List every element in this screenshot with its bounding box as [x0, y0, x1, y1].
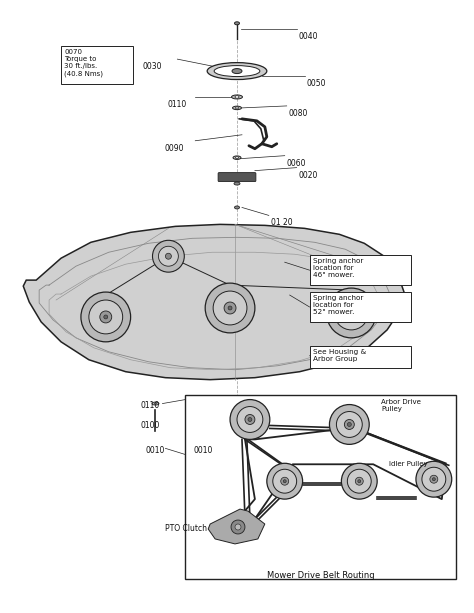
Circle shape: [327, 288, 376, 338]
Text: PTO Clutch: PTO Clutch: [165, 524, 208, 533]
Ellipse shape: [233, 156, 241, 159]
Circle shape: [358, 480, 361, 482]
Circle shape: [153, 240, 184, 272]
Ellipse shape: [152, 402, 159, 405]
Bar: [310, 292, 411, 322]
Circle shape: [422, 467, 446, 491]
Ellipse shape: [207, 63, 267, 80]
Circle shape: [228, 306, 232, 310]
Circle shape: [165, 253, 172, 259]
Text: 0010: 0010: [193, 446, 213, 455]
Text: 0020: 0020: [299, 170, 318, 180]
Circle shape: [248, 417, 252, 422]
Text: 0060: 0060: [287, 159, 306, 168]
Circle shape: [224, 302, 236, 314]
Text: 0070
Torque to
30 ft./lbs.
(40.8 Nms): 0070 Torque to 30 ft./lbs. (40.8 Nms): [64, 49, 103, 77]
Circle shape: [349, 311, 353, 315]
Polygon shape: [208, 509, 265, 544]
Circle shape: [104, 315, 108, 319]
Ellipse shape: [234, 182, 240, 185]
Circle shape: [100, 311, 112, 323]
Circle shape: [267, 463, 302, 499]
Ellipse shape: [154, 403, 157, 405]
Ellipse shape: [235, 96, 239, 98]
Bar: [310, 255, 411, 285]
Text: Spring anchor
location for
46" mower.: Spring anchor location for 46" mower.: [312, 258, 363, 278]
Circle shape: [335, 296, 368, 330]
Text: 01 20: 01 20: [271, 218, 292, 227]
Polygon shape: [23, 224, 404, 379]
Text: 0030: 0030: [143, 62, 162, 71]
Circle shape: [283, 480, 286, 482]
Ellipse shape: [235, 22, 239, 25]
Text: Spring anchor
location for
52" mower.: Spring anchor location for 52" mower.: [312, 295, 363, 315]
Circle shape: [158, 246, 178, 266]
Circle shape: [347, 470, 371, 493]
Text: See Housing &
Arbor Group: See Housing & Arbor Group: [312, 349, 366, 362]
Text: 0100: 0100: [141, 422, 160, 430]
Text: 0080: 0080: [289, 109, 308, 118]
Circle shape: [356, 478, 363, 485]
Circle shape: [230, 400, 270, 440]
Circle shape: [213, 291, 247, 325]
Text: 0110: 0110: [167, 100, 187, 109]
Circle shape: [341, 463, 377, 499]
Text: 0040: 0040: [299, 32, 318, 41]
Text: Idler Pulley: Idler Pulley: [389, 462, 428, 467]
Ellipse shape: [233, 106, 241, 110]
FancyBboxPatch shape: [218, 173, 256, 181]
Text: Mower Drive Belt Routing: Mower Drive Belt Routing: [267, 571, 374, 580]
Ellipse shape: [236, 107, 238, 109]
Ellipse shape: [214, 66, 260, 77]
Circle shape: [231, 520, 245, 534]
Circle shape: [81, 292, 131, 342]
Text: 0110: 0110: [141, 400, 160, 409]
Text: Arbor Drive
Pulley: Arbor Drive Pulley: [381, 398, 421, 411]
Circle shape: [235, 524, 241, 530]
Ellipse shape: [231, 95, 243, 99]
Circle shape: [273, 470, 297, 493]
Bar: [310, 346, 411, 368]
Circle shape: [281, 478, 289, 485]
Bar: [61, 46, 133, 84]
Circle shape: [416, 462, 452, 497]
Circle shape: [89, 300, 123, 334]
Bar: [185, 395, 456, 579]
Ellipse shape: [236, 157, 238, 159]
Text: 0050: 0050: [307, 79, 326, 88]
Circle shape: [205, 283, 255, 333]
Text: 0010: 0010: [146, 446, 165, 455]
Circle shape: [346, 307, 357, 319]
Circle shape: [432, 478, 435, 481]
Ellipse shape: [235, 206, 239, 209]
Circle shape: [237, 406, 263, 432]
Circle shape: [245, 414, 255, 424]
Circle shape: [430, 475, 438, 483]
Text: 0090: 0090: [164, 143, 184, 153]
Circle shape: [345, 419, 354, 430]
Circle shape: [337, 411, 362, 438]
Circle shape: [329, 405, 369, 444]
Ellipse shape: [232, 69, 242, 74]
Circle shape: [347, 422, 351, 427]
